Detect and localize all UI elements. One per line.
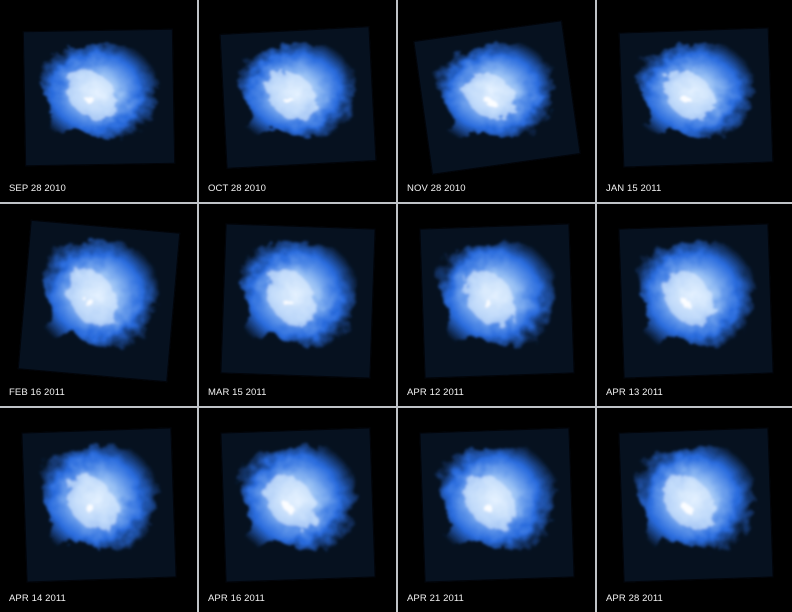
- nebula-panel: APR 16 2011: [199, 408, 396, 612]
- nebula-panel: APR 12 2011: [398, 204, 595, 406]
- observation-date: APR 12 2011: [407, 387, 464, 398]
- nebula-xray-image: [413, 20, 581, 175]
- observation-date: APR 28 2011: [606, 593, 663, 604]
- nebula-xray-image: [618, 427, 774, 583]
- observation-date: FEB 16 2011: [9, 387, 65, 398]
- nebula-xray-image: [17, 219, 181, 383]
- nebula-panel: NOV 28 2010: [398, 0, 595, 202]
- observation-date: APR 14 2011: [9, 593, 66, 604]
- nebula-panel: APR 13 2011: [597, 204, 792, 406]
- nebula-shape: [437, 242, 555, 354]
- observation-date: SEP 28 2010: [9, 183, 66, 194]
- observation-date: NOV 28 2010: [407, 183, 466, 194]
- nebula-shape: [39, 44, 157, 144]
- nebula-shape: [39, 446, 157, 558]
- nebula-xray-image: [618, 223, 774, 379]
- nebula-panel: APR 28 2011: [597, 408, 792, 612]
- nebula-shape: [437, 446, 555, 558]
- nebula-shape: [239, 242, 357, 350]
- nebula-panel: OCT 28 2010: [199, 0, 396, 202]
- nebula-xray-image: [220, 223, 376, 379]
- nebula-panel: APR 14 2011: [0, 408, 197, 612]
- nebula-xray-image: [618, 27, 774, 168]
- nebula-xray-image: [219, 26, 377, 169]
- nebula-xray-image: [22, 28, 176, 167]
- nebula-shape: [435, 43, 554, 150]
- observation-date: MAR 15 2011: [208, 387, 267, 398]
- nebula-panel: FEB 16 2011: [0, 204, 197, 406]
- observation-date: JAN 15 2011: [606, 183, 662, 194]
- observation-date: APR 13 2011: [606, 387, 663, 398]
- nebula-panel: JAN 15 2011: [597, 0, 792, 202]
- nebula-panel: MAR 15 2011: [199, 204, 396, 406]
- nebula-xray-image: [220, 427, 376, 583]
- nebula-shape: [636, 242, 754, 354]
- nebula-xray-image: [419, 223, 575, 379]
- nebula-xray-image: [21, 427, 177, 583]
- observation-date: APR 16 2011: [208, 593, 265, 604]
- nebula-xray-image: [419, 427, 575, 583]
- nebula-panel: SEP 28 2010: [0, 0, 197, 202]
- nebula-shape: [238, 446, 356, 558]
- nebula-shape: [38, 242, 159, 348]
- nebula-panel: APR 21 2011: [398, 408, 595, 612]
- observation-date: APR 21 2011: [407, 593, 464, 604]
- observation-date: OCT 28 2010: [208, 183, 266, 194]
- nebula-shape: [636, 44, 754, 145]
- nebula-shape: [238, 44, 356, 146]
- nebula-shape: [636, 446, 754, 558]
